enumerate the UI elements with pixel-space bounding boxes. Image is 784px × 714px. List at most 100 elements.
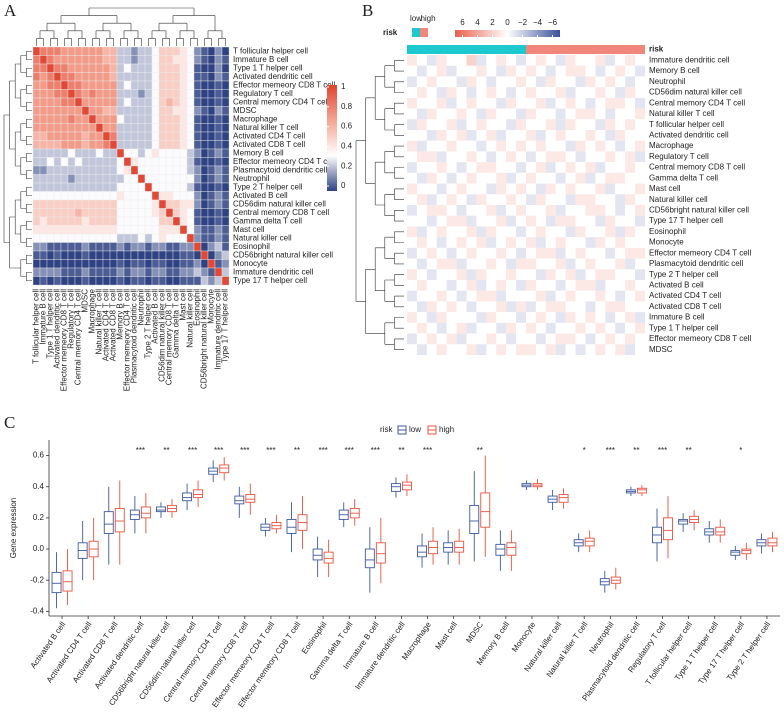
- heatmap-cell: [172, 174, 181, 184]
- heatmap-cell: [116, 259, 125, 269]
- heatmap-cell: [207, 208, 216, 218]
- row-label: Type 1 T helper cell: [649, 323, 719, 332]
- heatmap-cell: [109, 250, 118, 260]
- heatmap-cell: [74, 72, 83, 82]
- heatmap-cell: [60, 191, 69, 201]
- heatmap-cell: [635, 151, 646, 163]
- y-tick-label: 0.6: [33, 451, 45, 460]
- heatmap-cell: [200, 182, 209, 192]
- heatmap-cell: [151, 97, 160, 107]
- heatmap-cell: [207, 199, 216, 209]
- heatmap-cell: [39, 216, 48, 226]
- heatmap-cell: [416, 226, 427, 238]
- heatmap-cell: [46, 80, 55, 90]
- heatmap-cell: [516, 87, 527, 98]
- heatmap-cell: [565, 172, 576, 184]
- heatmap-cell: [74, 191, 83, 201]
- y-tick-label: 0.0: [33, 544, 45, 553]
- heatmap-cell: [39, 63, 48, 73]
- row-label: Memory B cell: [649, 66, 700, 75]
- heatmap-cell: [545, 322, 556, 334]
- heatmap-cell: [53, 191, 62, 201]
- heatmap-cell: [565, 258, 576, 270]
- row-label: Type 17 T helper cell: [649, 216, 723, 225]
- heatmap-cell: [486, 247, 497, 259]
- heatmap-cell: [193, 46, 202, 56]
- heatmap-cell: [165, 97, 174, 107]
- heatmap-cell: [179, 191, 188, 201]
- heatmap-cell: [116, 157, 125, 167]
- heatmap-cell: [130, 63, 139, 73]
- heatmap-cell: [545, 344, 556, 356]
- heatmap-cell: [151, 191, 160, 201]
- heatmap-cell: [74, 148, 83, 158]
- x-tick-label: Activated dendritic cell: [93, 620, 146, 691]
- heatmap-cell: [526, 258, 536, 270]
- heatmap-cell: [116, 55, 125, 65]
- box: [480, 492, 491, 528]
- heatmap-cell: [200, 89, 209, 99]
- heatmap-cell: [39, 233, 48, 243]
- heatmap-cell: [486, 205, 497, 216]
- x-tick-label: Type 17 T helper cell: [696, 620, 746, 686]
- heatmap-cell: [585, 97, 596, 109]
- heatmap-cell: [555, 258, 566, 270]
- heatmap-cell: [526, 247, 536, 259]
- heatmap-cell: [615, 87, 626, 98]
- heatmap-cell: [32, 216, 41, 226]
- heatmap-cell: [605, 333, 616, 345]
- row-label: Effector memeory CD8 T cell: [233, 80, 335, 89]
- heatmap-cell: [165, 182, 174, 192]
- heatmap-cell: [595, 290, 606, 302]
- heatmap-cell: [165, 216, 174, 226]
- heatmap-cell: [123, 191, 132, 201]
- heatmap-cell: [179, 63, 188, 73]
- heatmap-cell: [74, 106, 83, 116]
- heatmap-cell: [130, 148, 139, 158]
- heatmap-cell: [526, 87, 536, 98]
- heatmap-cell: [186, 89, 195, 99]
- column-label: Mast cell: [179, 289, 188, 321]
- row-label: Immature dendritic cell: [649, 55, 730, 64]
- heatmap-cell: [81, 208, 90, 218]
- heatmap-cell: [186, 55, 195, 65]
- heatmap-cell: [144, 267, 153, 277]
- heatmap-cell: [486, 183, 497, 195]
- heatmap-cell: [416, 290, 427, 302]
- heatmap-cell: [625, 322, 636, 334]
- heatmap-cell: [130, 140, 139, 150]
- heatmap-cell: [615, 333, 626, 345]
- heatmap-cell: [102, 114, 111, 124]
- heatmap-cell: [545, 55, 556, 66]
- heatmap-cell: [585, 130, 596, 141]
- heatmap-cell: [526, 108, 536, 120]
- heatmap-cell: [102, 80, 111, 90]
- heatmap-cell: [102, 123, 111, 133]
- heatmap-cell: [95, 276, 104, 286]
- heatmap-cell: [426, 130, 437, 141]
- heatmap-cell: [123, 174, 132, 184]
- heatmap-cell: [585, 194, 596, 206]
- heatmap-cell: [88, 182, 97, 192]
- heatmap-cell: [158, 174, 167, 184]
- heatmap-cell: [486, 97, 497, 109]
- heatmap-cell: [466, 280, 477, 291]
- heatmap-cell: [88, 55, 97, 65]
- heatmap-cell: [436, 301, 447, 313]
- heatmap-cell: [74, 267, 83, 277]
- heatmap-cell: [81, 148, 90, 158]
- heatmap-cell: [221, 89, 230, 99]
- box: [245, 494, 256, 503]
- colorbar-label: 0.4: [341, 142, 353, 151]
- heatmap-cell: [158, 140, 167, 150]
- heatmap-cell: [130, 250, 139, 260]
- heatmap-cell: [102, 225, 111, 235]
- heatmap-cell: [506, 130, 517, 141]
- heatmap-cell: [476, 119, 487, 131]
- heatmap-cell: [545, 162, 556, 173]
- heatmap-cell: [158, 250, 167, 260]
- column-label: Effector memeory CD4 T cell: [123, 289, 132, 391]
- heatmap-cell: [74, 63, 83, 73]
- heatmap-cell: [446, 344, 457, 356]
- heatmap-cell: [526, 280, 536, 291]
